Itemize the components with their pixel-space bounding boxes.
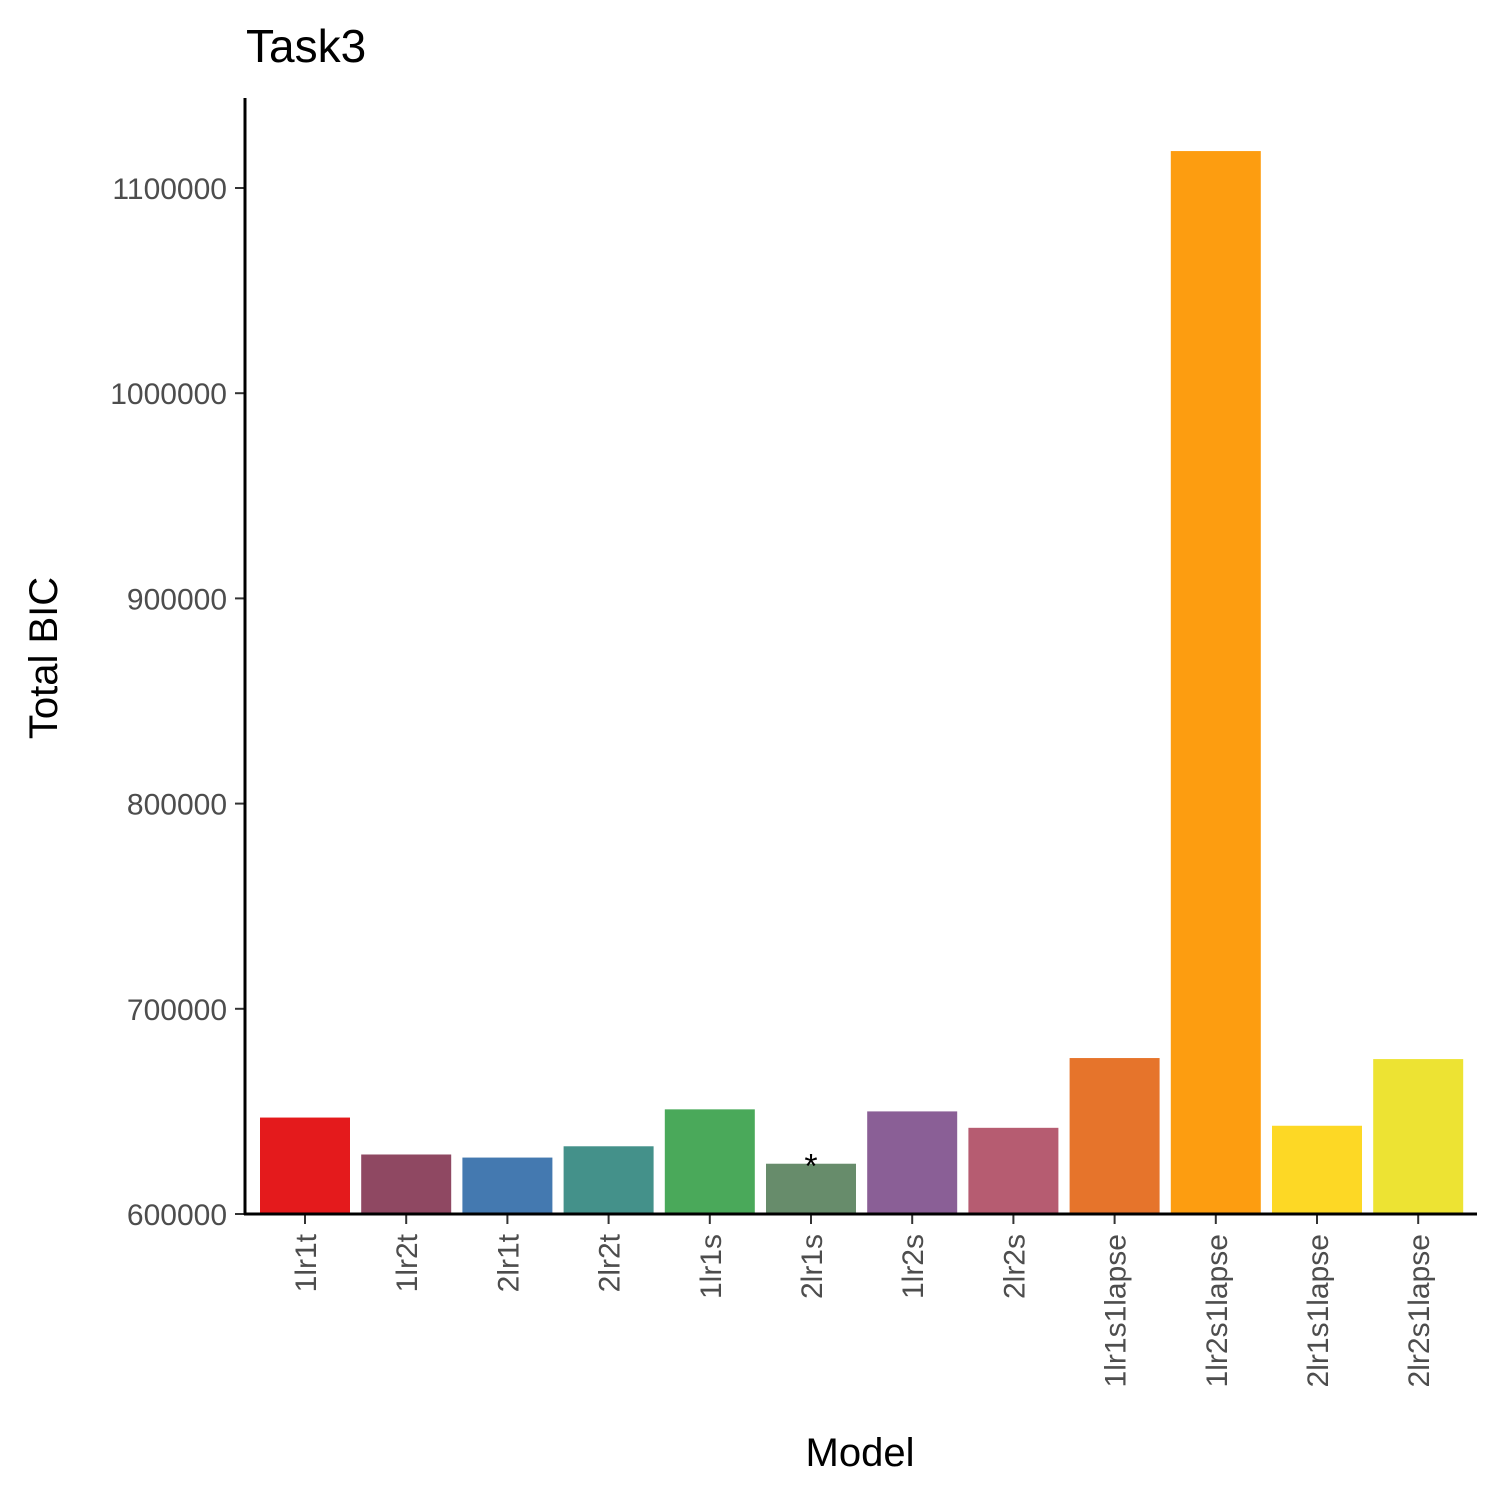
x-tick-label-2lr1s: 2lr1s bbox=[796, 1234, 829, 1299]
bar-2lr1s1lapse bbox=[1272, 1125, 1362, 1214]
bars-group bbox=[260, 151, 1464, 1215]
x-tick-label-2lr1t: 2lr1t bbox=[492, 1233, 525, 1292]
y-axis-title: Total BIC bbox=[22, 577, 66, 739]
y-tick-label-5: 1100000 bbox=[112, 173, 227, 206]
bar-1lr1t bbox=[260, 1117, 350, 1214]
x-tick-label-2lr2s1lapse: 2lr2s1lapse bbox=[1403, 1234, 1436, 1387]
bar-1lr2s bbox=[867, 1111, 958, 1214]
x-axis-title: Model bbox=[806, 1431, 915, 1475]
bar-2lr2t bbox=[563, 1146, 654, 1214]
bar-2lr1t bbox=[462, 1157, 553, 1214]
x-tick-label-1lr1t: 1lr1t bbox=[290, 1233, 323, 1292]
y-tick-label-2: 800000 bbox=[127, 789, 227, 822]
bar-1lr2s1lapse bbox=[1170, 151, 1261, 1215]
bar-1lr1s1lapse bbox=[1069, 1058, 1160, 1214]
x-tick-label-2lr2t: 2lr2t bbox=[594, 1233, 627, 1292]
y-tick-label-1: 700000 bbox=[127, 994, 227, 1027]
x-tick-label-1lr2s1lapse: 1lr2s1lapse bbox=[1201, 1234, 1234, 1387]
chart-title: Task3 bbox=[246, 20, 366, 72]
x-tick-label-1lr2t: 1lr2t bbox=[391, 1233, 424, 1292]
bar-1lr2t bbox=[361, 1154, 452, 1214]
y-tick-label-0: 600000 bbox=[127, 1199, 227, 1232]
bar-1lr1s bbox=[664, 1109, 755, 1214]
x-tick-label-1lr1s: 1lr1s bbox=[695, 1234, 728, 1299]
y-axis-ticks: 600000 700000 800000 900000 1000000 1100000 bbox=[110, 173, 245, 1232]
x-tick-label-1lr1s1lapse: 1lr1s1lapse bbox=[1100, 1234, 1133, 1387]
annotations-group: * bbox=[804, 1148, 817, 1186]
x-tick-label-2lr2s: 2lr2s bbox=[998, 1234, 1031, 1299]
bar-2lr1s bbox=[766, 1163, 856, 1214]
bar-2lr2s1lapse bbox=[1373, 1059, 1464, 1214]
x-tick-label-1lr2s: 1lr2s bbox=[897, 1234, 930, 1299]
bar-2lr2s bbox=[968, 1127, 1059, 1214]
annotation-marker-2lr1s: * bbox=[804, 1148, 817, 1186]
x-axis-ticks: 1lr1t 1lr2t 2lr1t 2lr2t 1lr1s 2lr1s 1lr2s 2lr2s… bbox=[290, 1214, 1436, 1387]
y-tick-label-3: 900000 bbox=[127, 583, 227, 616]
x-tick-label-2lr1s1lapse: 2lr1s1lapse bbox=[1302, 1234, 1335, 1387]
y-tick-label-4: 1000000 bbox=[110, 378, 227, 411]
